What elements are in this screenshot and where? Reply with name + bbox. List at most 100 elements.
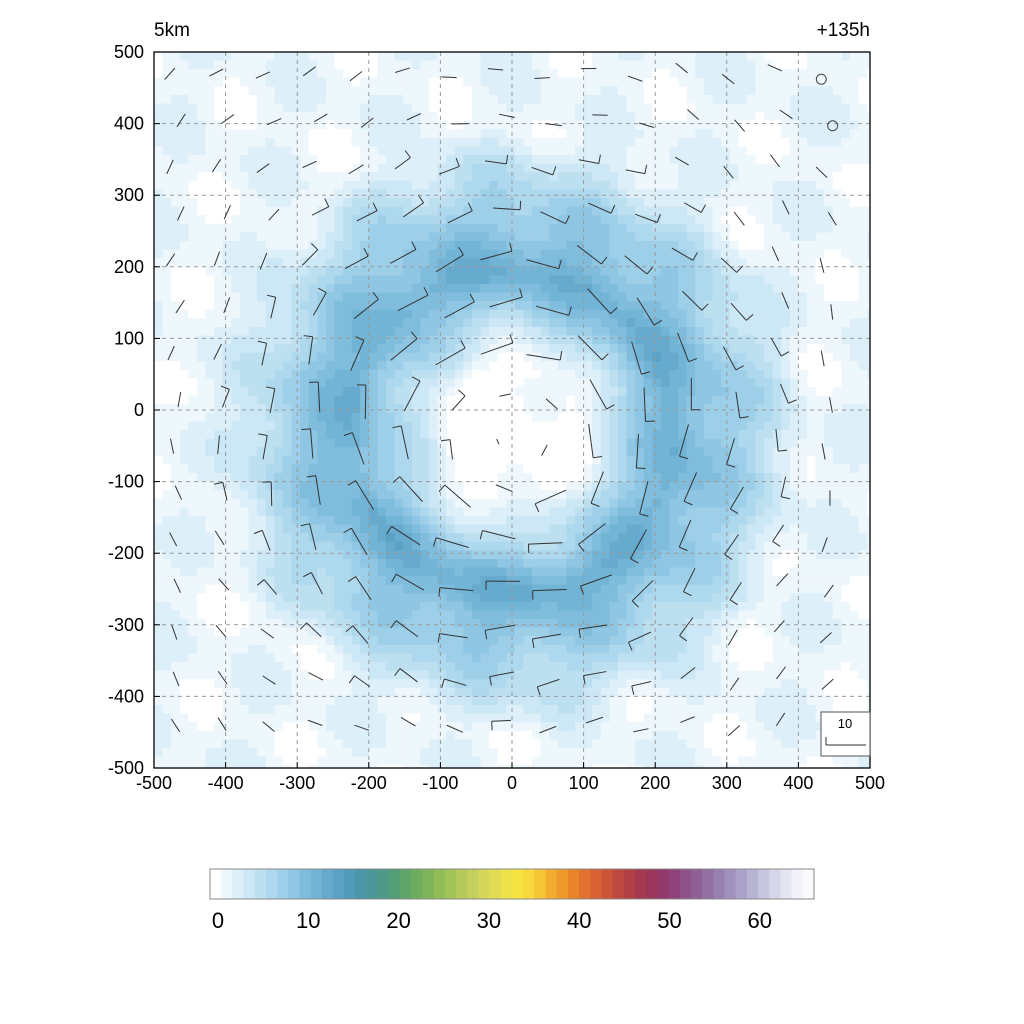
field-cell xyxy=(523,490,533,500)
field-cell xyxy=(695,541,705,551)
field-cell xyxy=(300,129,310,139)
field-cell xyxy=(368,163,378,173)
field-cell xyxy=(222,507,232,517)
field-cell xyxy=(626,94,636,105)
field-cell xyxy=(841,155,851,165)
field-cell xyxy=(291,318,301,328)
field-cell xyxy=(660,275,671,285)
field-cell xyxy=(686,455,696,466)
field-cell xyxy=(239,326,250,337)
field-cell xyxy=(334,361,344,371)
field-cell xyxy=(377,309,387,319)
field-cell xyxy=(815,146,825,156)
field-cell xyxy=(643,163,653,173)
field-cell xyxy=(274,172,284,182)
field-cell xyxy=(480,352,490,362)
field-cell xyxy=(248,455,258,466)
field-cell xyxy=(428,283,439,294)
field-cell xyxy=(686,558,696,569)
field-cell xyxy=(265,464,275,474)
field-cell xyxy=(669,52,679,62)
field-cell xyxy=(660,301,671,311)
field-cell xyxy=(480,301,490,311)
field-cell xyxy=(179,550,189,560)
field-cell xyxy=(789,438,799,448)
field-cell xyxy=(609,369,619,380)
field-cell xyxy=(196,86,207,96)
field-cell xyxy=(463,550,473,560)
field-cell xyxy=(239,163,250,173)
field-cell xyxy=(549,395,559,405)
field-cell xyxy=(858,369,868,380)
field-cell xyxy=(248,524,258,534)
field-cell xyxy=(171,155,181,165)
field-cell xyxy=(635,404,645,414)
field-cell xyxy=(154,223,164,234)
field-cell xyxy=(239,541,250,551)
field-cell xyxy=(325,326,336,337)
field-cell xyxy=(583,241,593,251)
field-cell xyxy=(841,94,851,105)
field-cell xyxy=(214,77,224,87)
field-cell xyxy=(532,112,542,122)
field-cell xyxy=(660,215,671,225)
field-cell xyxy=(274,112,284,122)
field-cell xyxy=(343,292,353,302)
field-cell xyxy=(222,558,232,569)
field-cell xyxy=(506,524,516,534)
field-cell xyxy=(162,206,172,216)
field-cell xyxy=(824,318,834,328)
field-cell xyxy=(428,533,439,543)
field-cell xyxy=(626,120,636,130)
field-cell xyxy=(523,283,533,294)
field-cell xyxy=(239,266,250,276)
field-cell xyxy=(214,447,224,457)
field-cell xyxy=(231,584,241,594)
field-cell xyxy=(214,232,224,242)
field-cell xyxy=(446,292,456,302)
field-cell xyxy=(360,344,370,354)
field-cell xyxy=(154,137,164,148)
field-cell xyxy=(575,223,585,234)
field-cell xyxy=(575,515,585,526)
field-cell xyxy=(721,447,731,457)
field-cell xyxy=(437,550,447,560)
field-cell xyxy=(626,430,636,440)
field-cell xyxy=(523,275,533,285)
field-cell xyxy=(609,378,619,388)
field-cell xyxy=(832,498,842,508)
field-cell xyxy=(806,447,817,457)
field-cell xyxy=(162,266,172,276)
field-cell xyxy=(755,473,765,483)
field-cell xyxy=(360,215,370,225)
field-cell xyxy=(532,146,542,156)
field-cell xyxy=(196,515,207,526)
field-cell xyxy=(334,558,344,569)
field-cell xyxy=(291,86,301,96)
field-cell xyxy=(282,430,293,440)
field-cell xyxy=(231,387,241,397)
field-cell xyxy=(437,430,447,440)
field-cell xyxy=(789,129,799,139)
field-cell xyxy=(678,232,688,242)
field-cell xyxy=(368,206,378,216)
field-cell xyxy=(420,584,430,594)
field-cell xyxy=(317,387,327,397)
field-cell xyxy=(239,438,250,448)
field-cell xyxy=(343,172,353,182)
field-cell xyxy=(437,223,447,234)
field-cell xyxy=(592,292,602,302)
field-cell xyxy=(626,576,636,586)
field-cell xyxy=(592,481,602,491)
field-cell xyxy=(755,249,765,259)
field-cell xyxy=(583,576,593,586)
field-cell xyxy=(411,155,421,165)
field-cell xyxy=(343,163,353,173)
field-cell xyxy=(626,335,636,345)
field-cell xyxy=(411,576,421,586)
field-cell xyxy=(300,52,310,62)
field-cell xyxy=(291,275,301,285)
field-cell xyxy=(832,584,842,594)
field-cell xyxy=(652,344,662,354)
field-cell xyxy=(351,498,361,508)
